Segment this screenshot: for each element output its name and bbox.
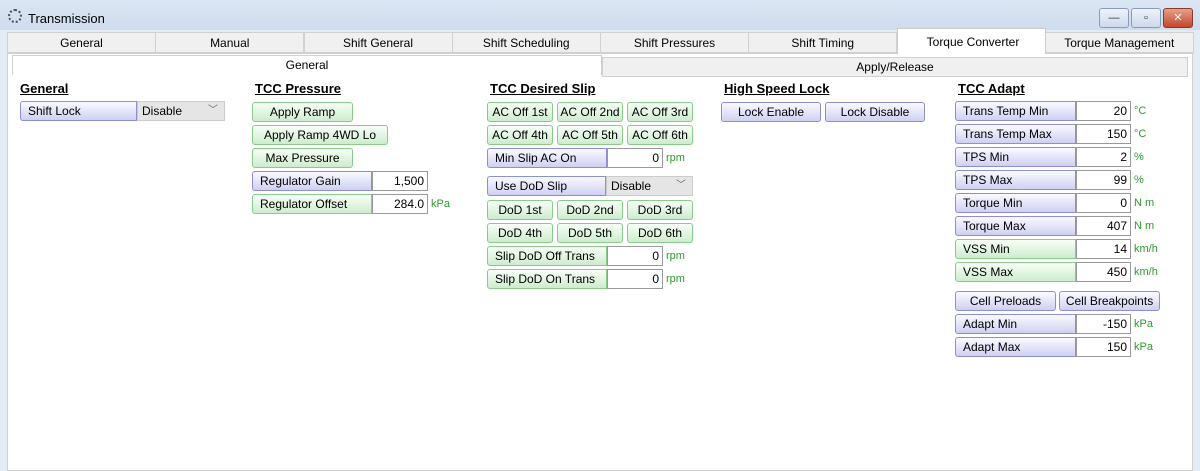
use-dod-slip-dropdown[interactable]: Disable ﹀ [606, 176, 693, 196]
tcc-adapt-row-input[interactable]: 0 [1076, 193, 1131, 213]
dod-button[interactable]: DoD 6th [627, 223, 693, 243]
slip-dod-on-trans-label: Slip DoD On Trans [487, 269, 607, 289]
adapt-row-input[interactable]: -150 [1076, 314, 1131, 334]
tcc-adapt-row-label: Torque Min [955, 193, 1076, 213]
slip-dod-off-trans-unit: rpm [666, 250, 685, 262]
tcc-adapt-row-unit: °C [1134, 128, 1147, 140]
shift-lock-label: Shift Lock [20, 101, 137, 121]
tab-shift-pressures[interactable]: Shift Pressures [600, 32, 749, 53]
window-title: Transmission [28, 11, 105, 26]
tcc-desired-slip-header: TCC Desired Slip [490, 81, 596, 96]
tcc-adapt-row-unit: % [1134, 151, 1144, 163]
tab-torque-converter[interactable]: Torque Converter [896, 28, 1046, 54]
chevron-down-icon: ﹀ [208, 105, 218, 116]
tcc-adapt-row-label: VSS Max [955, 262, 1076, 282]
tcc-adapt-row-input[interactable]: 2 [1076, 147, 1131, 167]
regulator-offset-input[interactable]: 284.0 [372, 194, 428, 214]
lock-disable-button[interactable]: Lock Disable [825, 102, 925, 122]
tcc-pressure-header: TCC Pressure [255, 81, 341, 96]
tab-shift-timing[interactable]: Shift Timing [748, 32, 898, 53]
regulator-gain-input[interactable]: 1,500 [372, 171, 428, 191]
tab-general[interactable]: General [7, 32, 156, 53]
regulator-gain-label: Regulator Gain [252, 171, 372, 191]
tcc-adapt-row-label: Trans Temp Min [955, 101, 1076, 121]
use-dod-slip-value: Disable [611, 179, 652, 193]
ac-off-button[interactable]: AC Off 3rd [627, 102, 693, 122]
slip-dod-off-trans-label: Slip DoD Off Trans [487, 246, 607, 266]
min-slip-ac-on-label: Min Slip AC On [487, 148, 607, 168]
slip-dod-off-trans-input[interactable]: 0 [607, 246, 663, 266]
max-pressure-button[interactable]: Max Pressure [252, 148, 353, 168]
ac-off-button[interactable]: AC Off 2nd [557, 102, 623, 122]
maximize-button[interactable]: ▫ [1131, 8, 1161, 28]
adapt-row-label: Adapt Min [955, 314, 1076, 334]
general-header: General [20, 81, 69, 96]
dod-button[interactable]: DoD 1st [487, 200, 553, 220]
cell-preloads-button[interactable]: Cell Preloads [955, 291, 1056, 311]
slip-dod-on-trans-input[interactable]: 0 [607, 269, 663, 289]
tcc-adapt-row-label: TPS Max [955, 170, 1076, 190]
apply-ramp-button[interactable]: Apply Ramp [252, 102, 353, 122]
tab-shift-general[interactable]: Shift General [303, 32, 453, 53]
lock-enable-button[interactable]: Lock Enable [721, 102, 821, 122]
minimize-button[interactable]: — [1099, 8, 1129, 28]
regulator-offset-label: Regulator Offset [252, 194, 372, 214]
min-slip-ac-on-input[interactable]: 0 [607, 148, 663, 168]
tcc-adapt-row-input[interactable]: 99 [1076, 170, 1131, 190]
subtab-apply-release[interactable]: Apply/Release [602, 57, 1188, 77]
adapt-row-label: Adapt Max [955, 337, 1076, 357]
tcc-adapt-row-input[interactable]: 14 [1076, 239, 1131, 259]
tcc-adapt-row-input[interactable]: 407 [1076, 216, 1131, 236]
slip-dod-on-trans-unit: rpm [666, 273, 685, 285]
tab-torque-management[interactable]: Torque Management [1044, 32, 1194, 53]
ac-off-button[interactable]: AC Off 5th [557, 125, 623, 145]
adapt-row-input[interactable]: 150 [1076, 337, 1131, 357]
dod-button[interactable]: DoD 5th [557, 223, 623, 243]
tcc-adapt-row-unit: °C [1134, 105, 1147, 117]
tab-shift-scheduling[interactable]: Shift Scheduling [451, 32, 601, 53]
title-bar [0, 0, 1200, 30]
regulator-offset-unit: kPa [431, 198, 450, 210]
tcc-adapt-header: TCC Adapt [958, 81, 1025, 96]
ac-off-button[interactable]: AC Off 4th [487, 125, 553, 145]
use-dod-slip-label: Use DoD Slip [487, 176, 606, 196]
tcc-adapt-row-unit: N m [1134, 220, 1155, 232]
subtab-general[interactable]: General [12, 55, 602, 75]
dod-button[interactable]: DoD 2nd [557, 200, 623, 220]
dod-button[interactable]: DoD 4th [487, 223, 553, 243]
tcc-adapt-row-unit: km/h [1134, 266, 1158, 278]
tcc-adapt-row-unit: N m [1134, 197, 1155, 209]
tab-manual[interactable]: Manual [155, 32, 305, 53]
adapt-row-unit: kPa [1134, 341, 1153, 353]
tcc-adapt-row-label: VSS Min [955, 239, 1076, 259]
tcc-adapt-row-label: Trans Temp Max [955, 124, 1076, 144]
tcc-adapt-row-label: Torque Max [955, 216, 1076, 236]
close-button[interactable]: ✕ [1163, 8, 1193, 28]
high-speed-lock-header: High Speed Lock [724, 81, 830, 96]
dod-button[interactable]: DoD 3rd [627, 200, 693, 220]
shift-lock-dropdown[interactable]: Disable ﹀ [137, 101, 225, 121]
tcc-adapt-row-unit: km/h [1134, 243, 1158, 255]
ac-off-button[interactable]: AC Off 1st [487, 102, 553, 122]
chevron-down-icon: ﹀ [676, 180, 686, 191]
tcc-adapt-row-unit: % [1134, 174, 1144, 186]
min-slip-ac-on-unit: rpm [666, 152, 685, 164]
ac-off-button[interactable]: AC Off 6th [627, 125, 693, 145]
gear-icon [8, 9, 22, 23]
tcc-adapt-row-label: TPS Min [955, 147, 1076, 167]
tcc-adapt-row-input[interactable]: 450 [1076, 262, 1131, 282]
cell-breakpoints-button[interactable]: Cell Breakpoints [1059, 291, 1160, 311]
shift-lock-value: Disable [142, 104, 183, 118]
tcc-adapt-row-input[interactable]: 150 [1076, 124, 1131, 144]
tcc-adapt-row-input[interactable]: 20 [1076, 101, 1131, 121]
apply-ramp-4wd-lo-button[interactable]: Apply Ramp 4WD Lo [252, 125, 388, 145]
adapt-row-unit: kPa [1134, 318, 1153, 330]
